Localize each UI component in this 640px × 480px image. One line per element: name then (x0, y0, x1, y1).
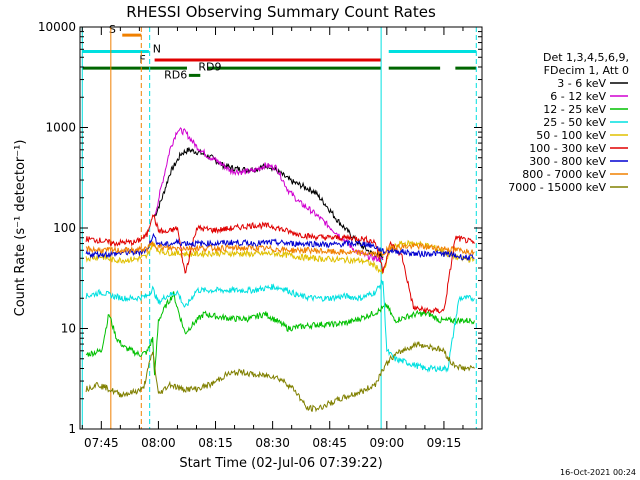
flag-label-s: S (109, 23, 116, 36)
series-line-3-6keV (154, 147, 384, 261)
series-line-800-7000keV (85, 241, 475, 259)
legend-entry-label: 7000 - 15000 keV (508, 181, 606, 194)
y-tick-label: 1 (68, 422, 76, 436)
legend-entry-label: 300 - 800 keV (529, 155, 606, 168)
x-axis: 07:45 08:00 08:15 08:30 08:45 09:00 09:15 (81, 27, 483, 450)
y-tick-label: 1000 (45, 121, 76, 135)
x-tick-label: 09:00 (370, 436, 405, 450)
series-line-12-25keV (85, 291, 475, 376)
legend-header: FDecim 1, Att 0 (544, 64, 629, 77)
x-tick-label: 09:15 (427, 436, 462, 450)
series-line-50-100keV (85, 239, 475, 275)
legend-entry-label: 100 - 300 keV (529, 142, 606, 155)
x-tick-label: 08:15 (198, 436, 233, 450)
series-line-7000-15000keV (85, 341, 475, 413)
flag-bars: S NF RD9 RD6 (82, 23, 477, 82)
x-tick-label: 07:45 (84, 436, 119, 450)
series-line-25-50keV (85, 279, 475, 373)
y-tick-label: 100 (53, 221, 76, 235)
legend-entry-label: 12 - 25 keV (543, 103, 606, 116)
legend-header: Det 1,3,4,5,6,9, (543, 51, 629, 64)
legend-entry-label: 6 - 12 keV (550, 90, 606, 103)
x-axis-label: Start Time (02-Jul-06 07:39:22) (179, 456, 382, 471)
y-axis: 1 10 100 1000 10000 (38, 20, 482, 436)
legend-entry-label: 25 - 50 keV (543, 116, 606, 129)
y-tick-label: 10000 (38, 20, 76, 34)
legend-entry-label: 800 - 7000 keV (522, 168, 606, 181)
chart-title: RHESSI Observing Summary Count Rates (126, 3, 436, 21)
flag-label-rd6: RD6 (164, 69, 187, 82)
y-tick-label: 10 (61, 322, 76, 336)
legend: Det 1,3,4,5,6,9,FDecim 1, Att 03 - 6 keV… (508, 51, 629, 194)
x-tick-label: 08:00 (141, 436, 176, 450)
x-tick-label: 08:30 (255, 436, 290, 450)
flag-label-rd9: RD9 (198, 60, 221, 73)
series-lines (85, 127, 475, 413)
legend-entry-label: 50 - 100 keV (536, 129, 606, 142)
series-line-100-300keV (85, 214, 475, 314)
y-axis-label: Count Rate (s⁻¹ detector⁻¹) (13, 140, 28, 317)
flag-label-f: F (139, 53, 145, 66)
x-tick-label: 08:45 (312, 436, 347, 450)
series-line-300-800keV (85, 232, 475, 261)
legend-entry-label: 3 - 6 keV (557, 77, 606, 90)
flag-label-n: N (153, 43, 161, 56)
timestamp: 16-Oct-2021 00:24 (560, 468, 636, 477)
